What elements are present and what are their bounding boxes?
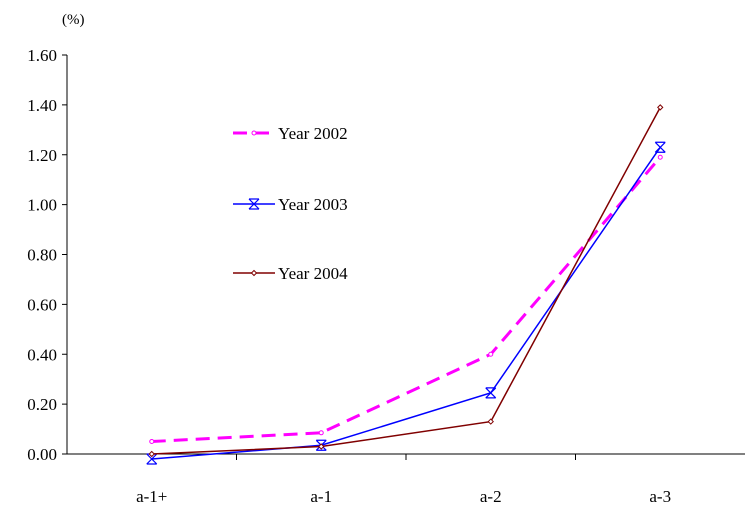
y-tick-label: 0.00 — [27, 445, 57, 464]
legend-marker — [248, 198, 260, 210]
legend-label: Year 2004 — [278, 264, 348, 283]
x-tick-label: a-1+ — [136, 487, 167, 506]
y-tick-label: 0.20 — [27, 395, 57, 414]
y-tick-label: 1.40 — [27, 96, 57, 115]
legend-marker — [251, 130, 257, 136]
data-point — [657, 154, 663, 160]
data-point — [318, 443, 325, 450]
legend: Year 2002 Year 2003 Year 2004 — [233, 124, 348, 283]
legend-item: Year 2003 — [233, 195, 348, 214]
y-tick-label: 1.60 — [27, 46, 57, 65]
data-point — [654, 141, 666, 153]
x-tick-label: a-1 — [310, 487, 332, 506]
series-line — [151, 107, 661, 455]
y-unit-label: (%) — [62, 12, 85, 28]
series-0 — [149, 154, 663, 445]
x-tick-label: a-3 — [649, 487, 671, 506]
legend-item: Year 2002 — [233, 124, 348, 143]
data-point — [487, 418, 494, 425]
legend-label: Year 2002 — [278, 124, 348, 143]
data-point — [146, 453, 158, 465]
series-line — [151, 146, 661, 460]
legend-marker — [250, 269, 258, 277]
y-axis-ticks: 0.00 0.20 0.40 0.60 0.80 1.00 1.20 1.40 1.60 — [27, 46, 67, 464]
series-2 — [148, 104, 664, 458]
legend-label: Year 2003 — [278, 195, 348, 214]
x-axis-ticks: a-1+ a-1 a-2 a-3 — [136, 454, 671, 506]
y-tick-label: 0.40 — [27, 345, 57, 364]
data-point — [148, 450, 155, 458]
data-point — [485, 387, 497, 399]
legend-item: Year 2004 — [233, 264, 348, 283]
y-tick-label: 1.00 — [27, 196, 57, 215]
data-point — [149, 439, 155, 445]
data-point — [657, 104, 664, 111]
data-point — [488, 351, 494, 357]
series-1 — [146, 141, 666, 465]
y-tick-label: 0.80 — [27, 246, 57, 265]
series-group — [146, 104, 666, 465]
y-tick-label: 1.20 — [27, 146, 57, 165]
data-point — [318, 430, 324, 436]
series-line — [151, 156, 662, 444]
x-tick-label: a-2 — [480, 487, 502, 506]
y-tick-label: 0.60 — [27, 295, 57, 314]
axes — [66, 55, 745, 455]
